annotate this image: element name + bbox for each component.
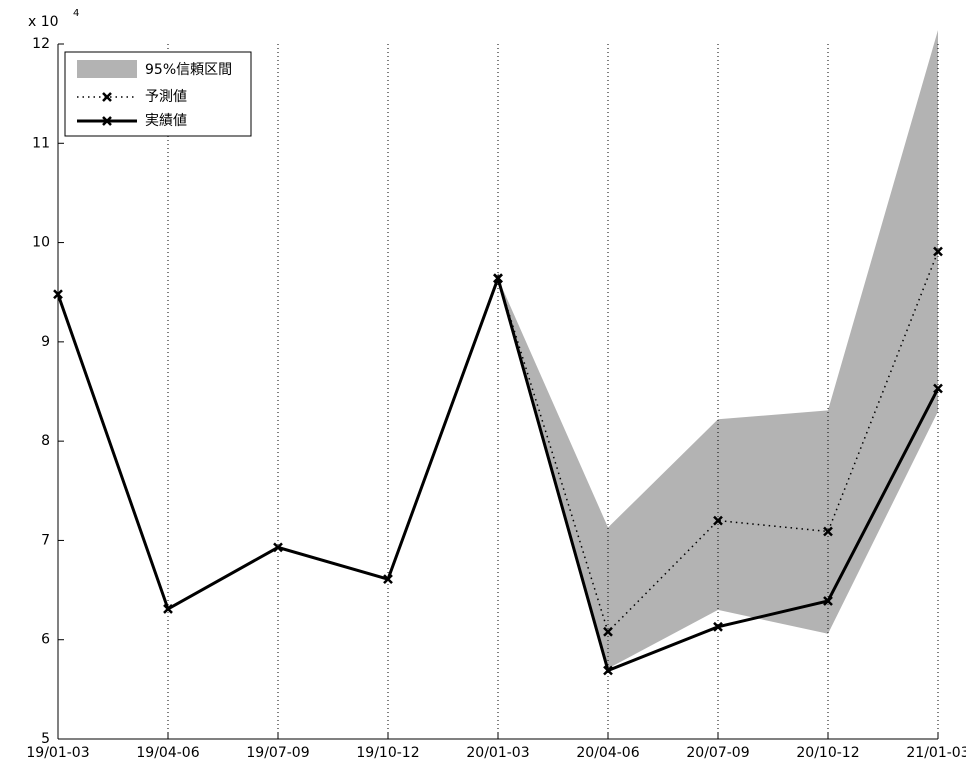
axis-multiplier-exponent: 4 [73, 8, 79, 19]
y-tick-label: 12 [32, 36, 50, 52]
x-tick-label: 21/01-03 [906, 745, 966, 761]
point-marker [493, 273, 503, 284]
x-tick-label: 19/01-03 [26, 745, 89, 761]
y-tick-label: 10 [32, 235, 50, 251]
point-marker [823, 526, 833, 537]
point-marker [603, 665, 613, 676]
point-marker [713, 515, 723, 526]
series-line [497, 251, 939, 634]
legend-swatch [77, 60, 137, 78]
x-tick-label: 20/04-06 [576, 745, 639, 761]
y-tick-label: 6 [41, 632, 50, 648]
point-marker [273, 542, 283, 553]
legend-label: 予測値 [145, 89, 187, 105]
x-tick-label: 19/10-12 [356, 745, 419, 761]
point-marker [713, 621, 723, 632]
point-marker [823, 596, 833, 606]
x-tick-label: 20/01-03 [466, 745, 529, 761]
y-tick-label: 8 [41, 433, 50, 449]
y-tick-label: 7 [41, 532, 50, 548]
x-tick-label: 19/07-09 [246, 745, 309, 761]
y-tick-label: 5 [41, 731, 50, 747]
point-marker [383, 574, 393, 585]
point-marker [163, 604, 173, 614]
legend-marker [102, 92, 112, 102]
legend-label: 95%信頼区間 [145, 62, 232, 78]
x-tick-label: 20/10-12 [796, 745, 859, 761]
point-marker [53, 289, 63, 300]
y-tick-label: 11 [32, 135, 50, 151]
axis-multiplier: x 10 [28, 14, 59, 30]
x-tick-label: 19/04-06 [136, 745, 199, 761]
legend-label: 実績値 [145, 113, 187, 129]
y-tick-label: 9 [41, 334, 50, 350]
x-tick-label: 20/07-09 [686, 745, 749, 761]
point-marker [933, 246, 943, 257]
point-marker [933, 383, 943, 394]
point-marker [603, 626, 613, 637]
legend-marker [102, 116, 112, 126]
